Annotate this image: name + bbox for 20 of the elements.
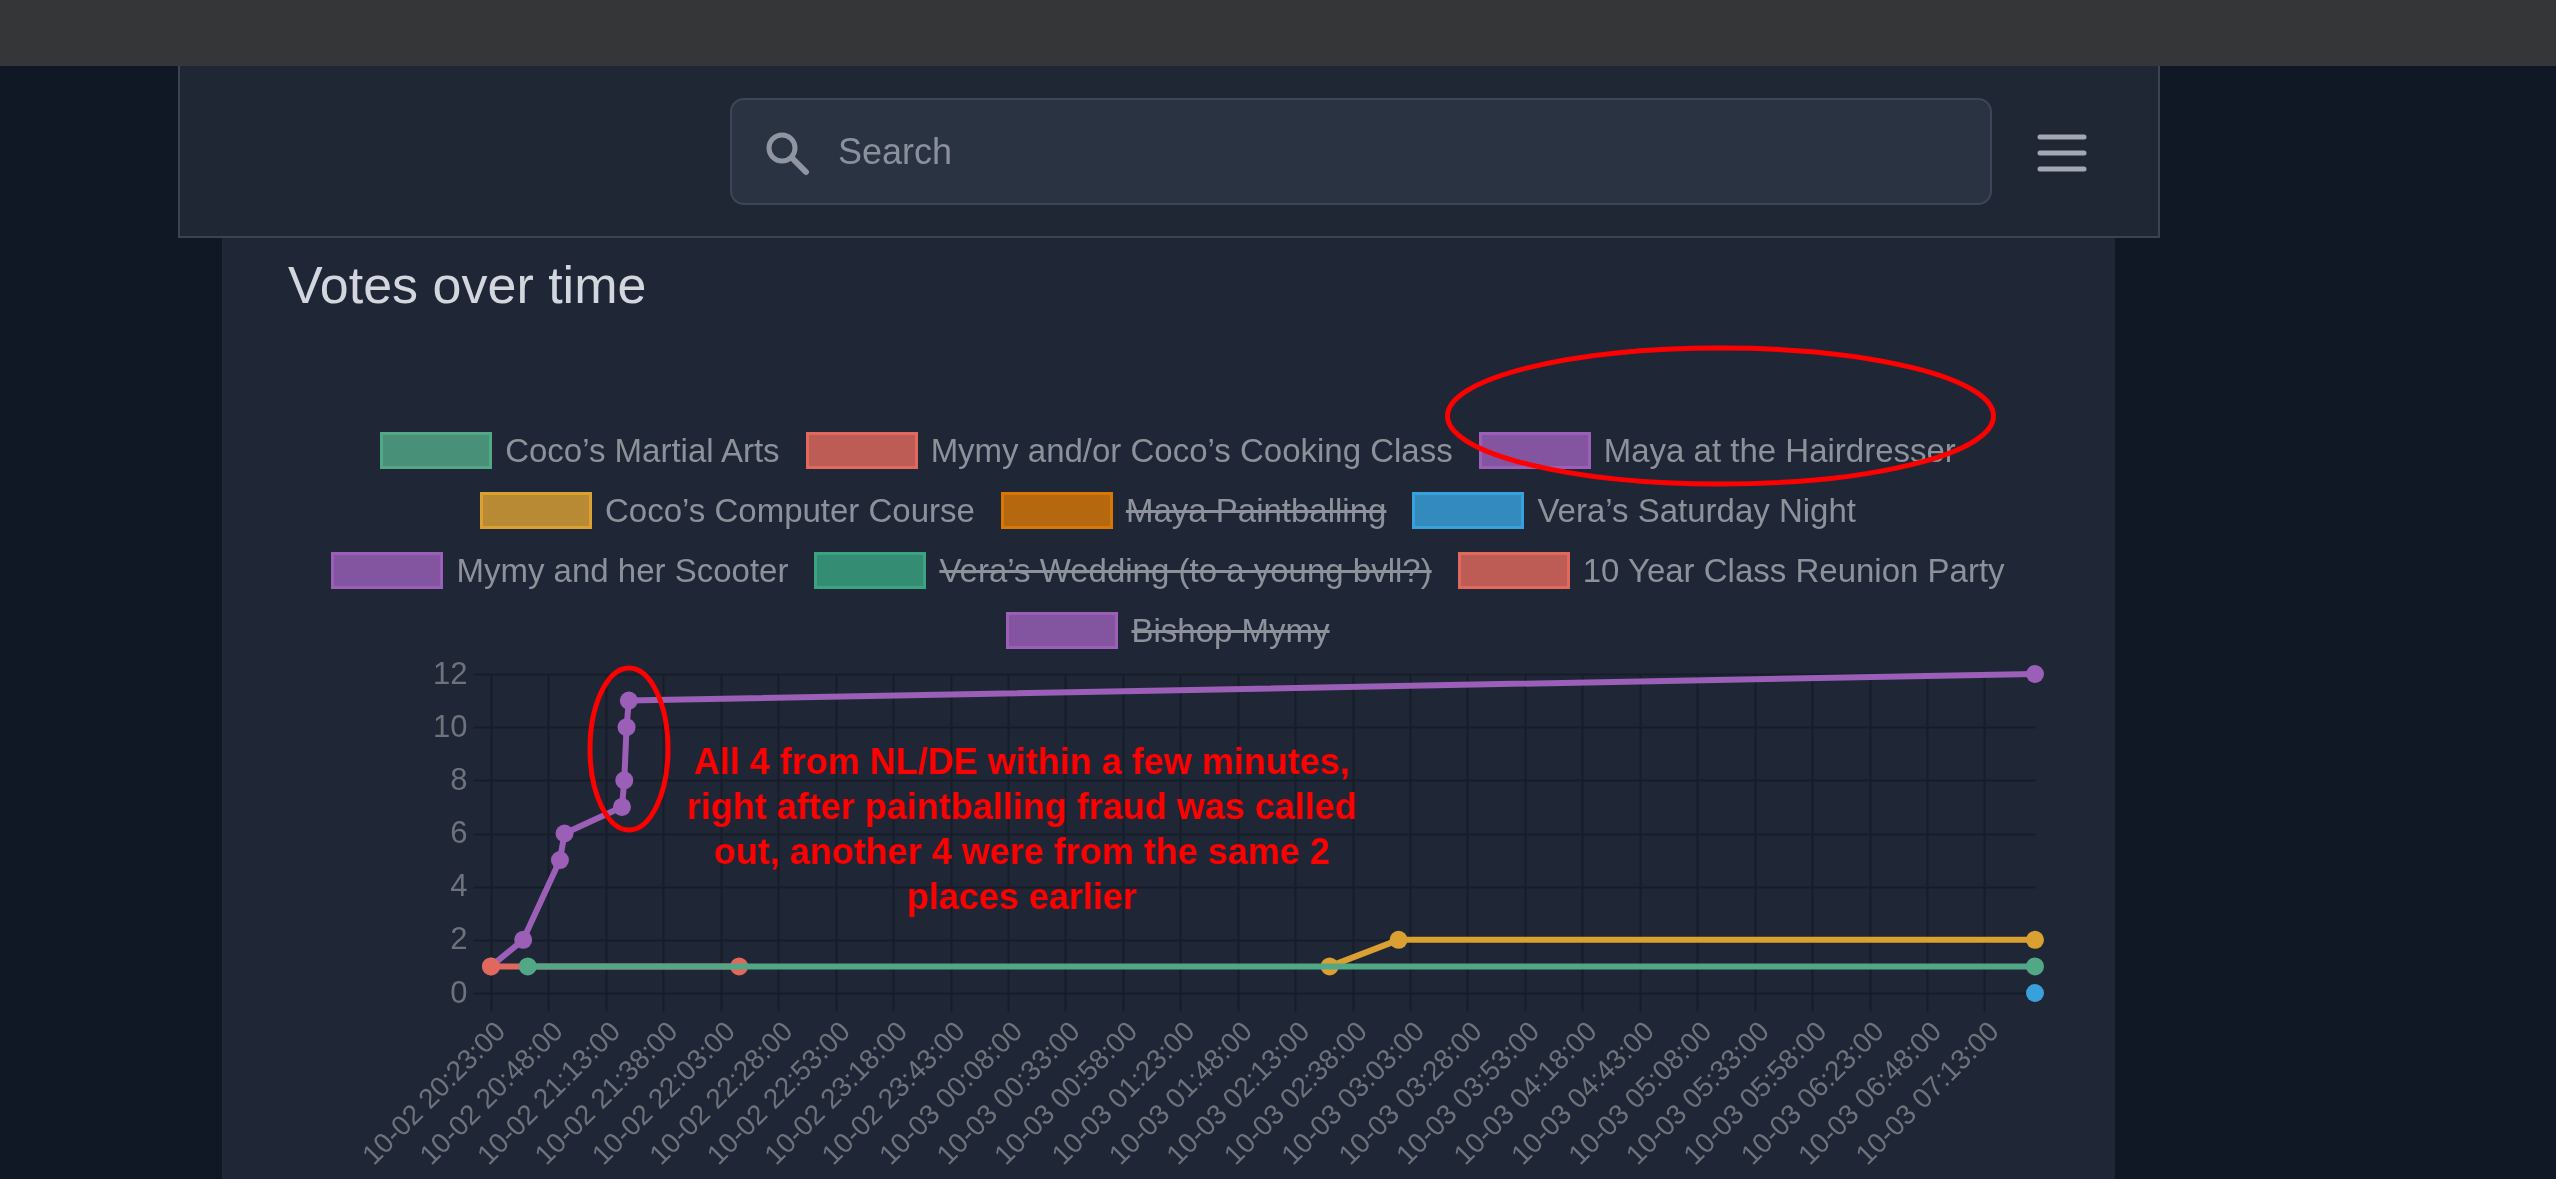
annotation: All 4 from NL/DE within a few minutes, right after paintballing fraud was called out, another 4 were from the same 2 places earlier [685, 740, 1359, 919]
y-tick-label: 2 [450, 921, 468, 957]
y-tick-label: 10 [433, 708, 468, 744]
legend-label: 10 Year Class Reunion Party [1582, 551, 2005, 590]
legend-label: Mymy and her Scooter [456, 551, 789, 590]
y-tick-label: 4 [450, 868, 468, 904]
y-tick-label: 0 [450, 974, 468, 1010]
legend-label: Maya at the Hairdresser [1603, 431, 1956, 470]
y-tick-label: 8 [450, 761, 468, 797]
y-tick-label: 6 [450, 815, 468, 850]
text: Search [838, 130, 953, 174]
legend-label: Vera’s Saturday Night [1537, 491, 1856, 530]
legend-label: Vera’s Wedding (to a young bvll?) [939, 551, 1432, 590]
legend-label: Coco’s Martial Arts [505, 431, 780, 470]
legend-label: Mymy and/or Coco’s Cooking Class [930, 431, 1453, 470]
legend-label: Maya Paintballing [1125, 491, 1387, 530]
chart-title: Votes over time [288, 255, 647, 315]
y-tick-label: 12 [433, 655, 468, 691]
legend-label: Coco’s Computer Course [605, 491, 975, 530]
legend-label: Bishop Mymy [1131, 611, 1330, 650]
